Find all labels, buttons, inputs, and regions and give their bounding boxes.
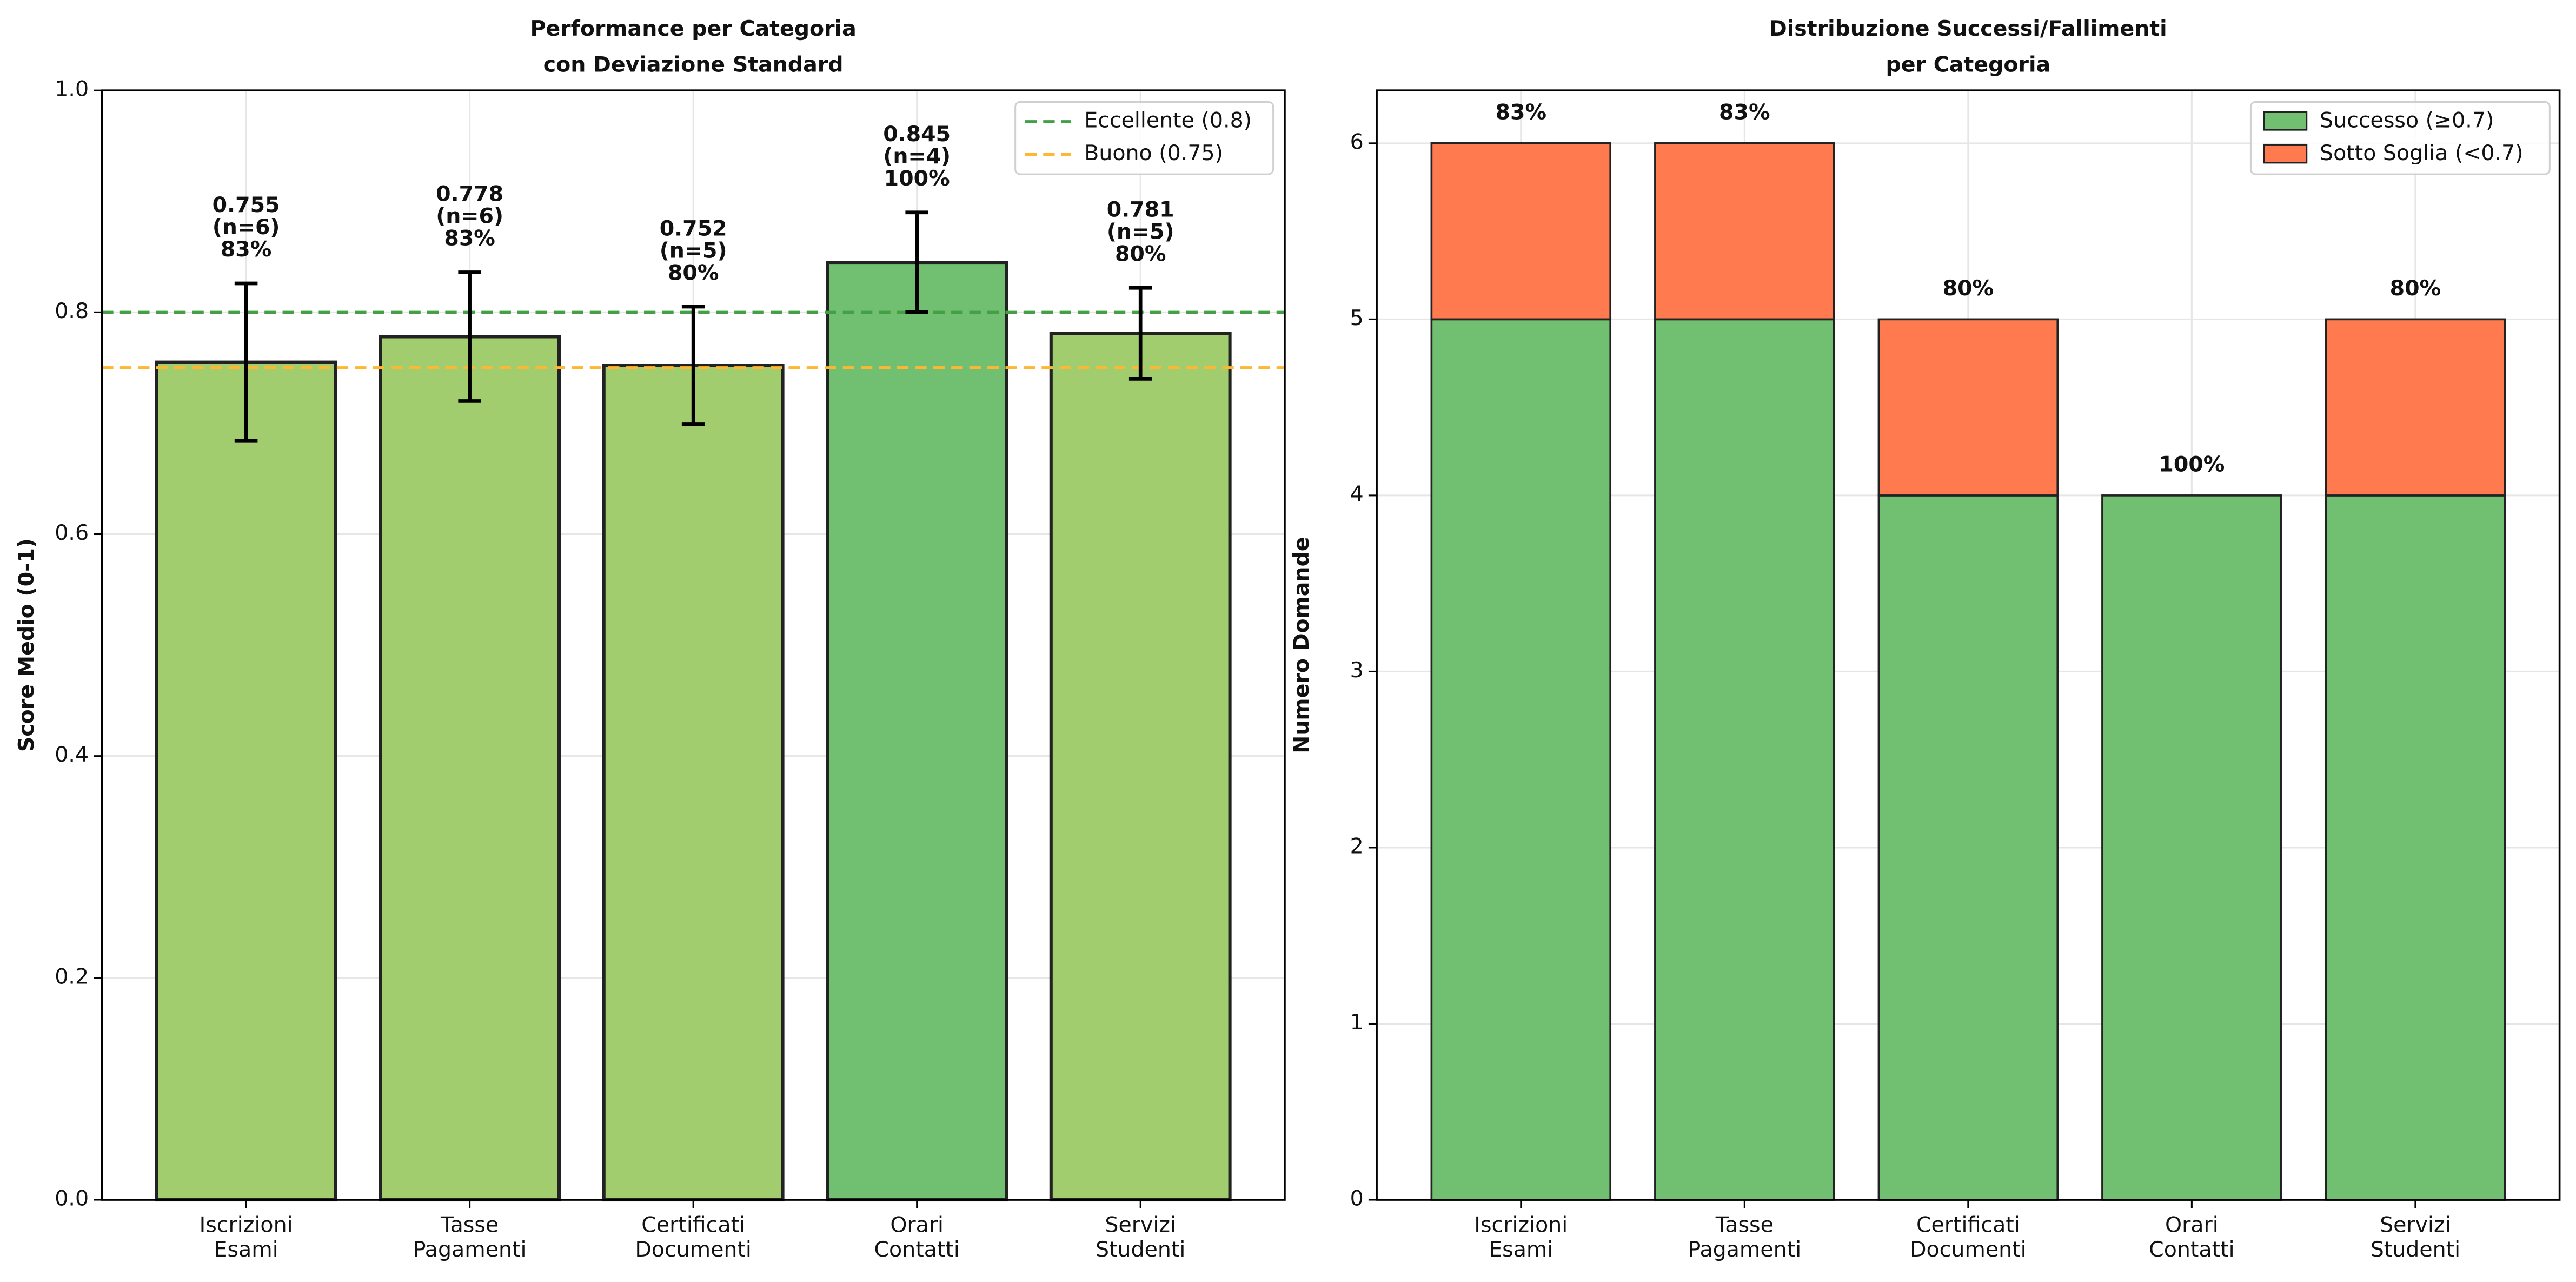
chart-title: Distribuzione Successi/Fallimenti per Cat…: [1769, 16, 2167, 77]
y-tick-label: 0.2: [55, 964, 89, 989]
x-tick-label: Iscrizioni Esami: [1474, 1212, 1568, 1262]
value-label: 0.781 (n=5) 80%: [1107, 197, 1174, 266]
x-tick-label: Iscrizioni Esami: [200, 1212, 293, 1262]
bar: [379, 335, 561, 1202]
bar: [602, 364, 785, 1202]
bar-segment: [1877, 318, 2059, 497]
bar-segment: [2325, 494, 2506, 1201]
legend-box: [2249, 101, 2551, 175]
y-tick-label: 5: [1350, 306, 1364, 331]
x-tick-label: Orari Contatti: [2149, 1212, 2234, 1262]
value-label: 0.755 (n=6) 83%: [213, 193, 280, 262]
legend-label: Buono (0.75): [1084, 141, 1223, 166]
top-label: 80%: [2390, 276, 2441, 301]
x-tick-label: Servizi Studenti: [1096, 1212, 1185, 1262]
y-tick-label: 4: [1350, 481, 1364, 506]
value-label: 0.845 (n=4) 100%: [883, 121, 951, 190]
legend-label: Eccellente (0.8): [1084, 108, 1252, 133]
y-tick-label: 2: [1350, 834, 1364, 858]
value-label: 0.752 (n=5) 80%: [660, 216, 727, 285]
bar-segment: [1430, 142, 1612, 321]
y-tick-label: 1.0: [55, 77, 89, 102]
bar-segment: [1877, 494, 2059, 1201]
x-tick-label: Certificati Documenti: [1910, 1212, 2027, 1262]
plot-frame: [1376, 89, 2561, 1201]
top-label: 83%: [1496, 100, 1547, 125]
plot-frame: [101, 89, 1286, 1201]
top-label: 83%: [1719, 100, 1770, 125]
y-tick-label: 6: [1350, 129, 1364, 154]
y-tick-label: 0.0: [55, 1186, 89, 1211]
y-tick-label: 3: [1350, 658, 1364, 683]
bar: [1049, 332, 1232, 1202]
legend-box: [1014, 101, 1274, 175]
y-tick-label: 0.4: [55, 742, 89, 767]
y-axis-label: Numero Domande: [1289, 537, 1314, 753]
top-label: 80%: [1943, 276, 1994, 301]
y-axis-label: Score Medio (0-1): [14, 538, 39, 752]
y-tick-label: 0: [1350, 1186, 1364, 1211]
value-label: 0.778 (n=6) 83%: [436, 181, 503, 250]
x-tick-label: Certificati Documenti: [635, 1212, 752, 1262]
x-tick-label: Orari Contatti: [874, 1212, 959, 1262]
bar-segment: [1654, 142, 1835, 321]
bar-segment: [1654, 318, 1835, 1201]
bar-segment: [1430, 318, 1612, 1201]
y-tick-label: 0.8: [55, 299, 89, 323]
legend-swatch: [2263, 143, 2308, 164]
legend-swatch: [2263, 111, 2308, 131]
bar: [826, 261, 1008, 1202]
x-tick-label: Servizi Studenti: [2371, 1212, 2460, 1262]
bar-segment: [2101, 494, 2282, 1201]
y-tick-label: 0.6: [55, 520, 89, 545]
y-tick-label: 1: [1350, 1010, 1364, 1035]
top-label: 100%: [2159, 452, 2225, 477]
bar-segment: [2325, 318, 2506, 497]
x-tick-label: Tasse Pagamenti: [1688, 1212, 1801, 1262]
x-tick-label: Tasse Pagamenti: [413, 1212, 527, 1262]
bar: [155, 360, 337, 1202]
legend-label: Sotto Soglia (<0.7): [2320, 141, 2524, 166]
legend-label: Successo (≥0.7): [2320, 108, 2494, 133]
chart-title: Performance per Categoria con Deviazione …: [530, 16, 856, 77]
